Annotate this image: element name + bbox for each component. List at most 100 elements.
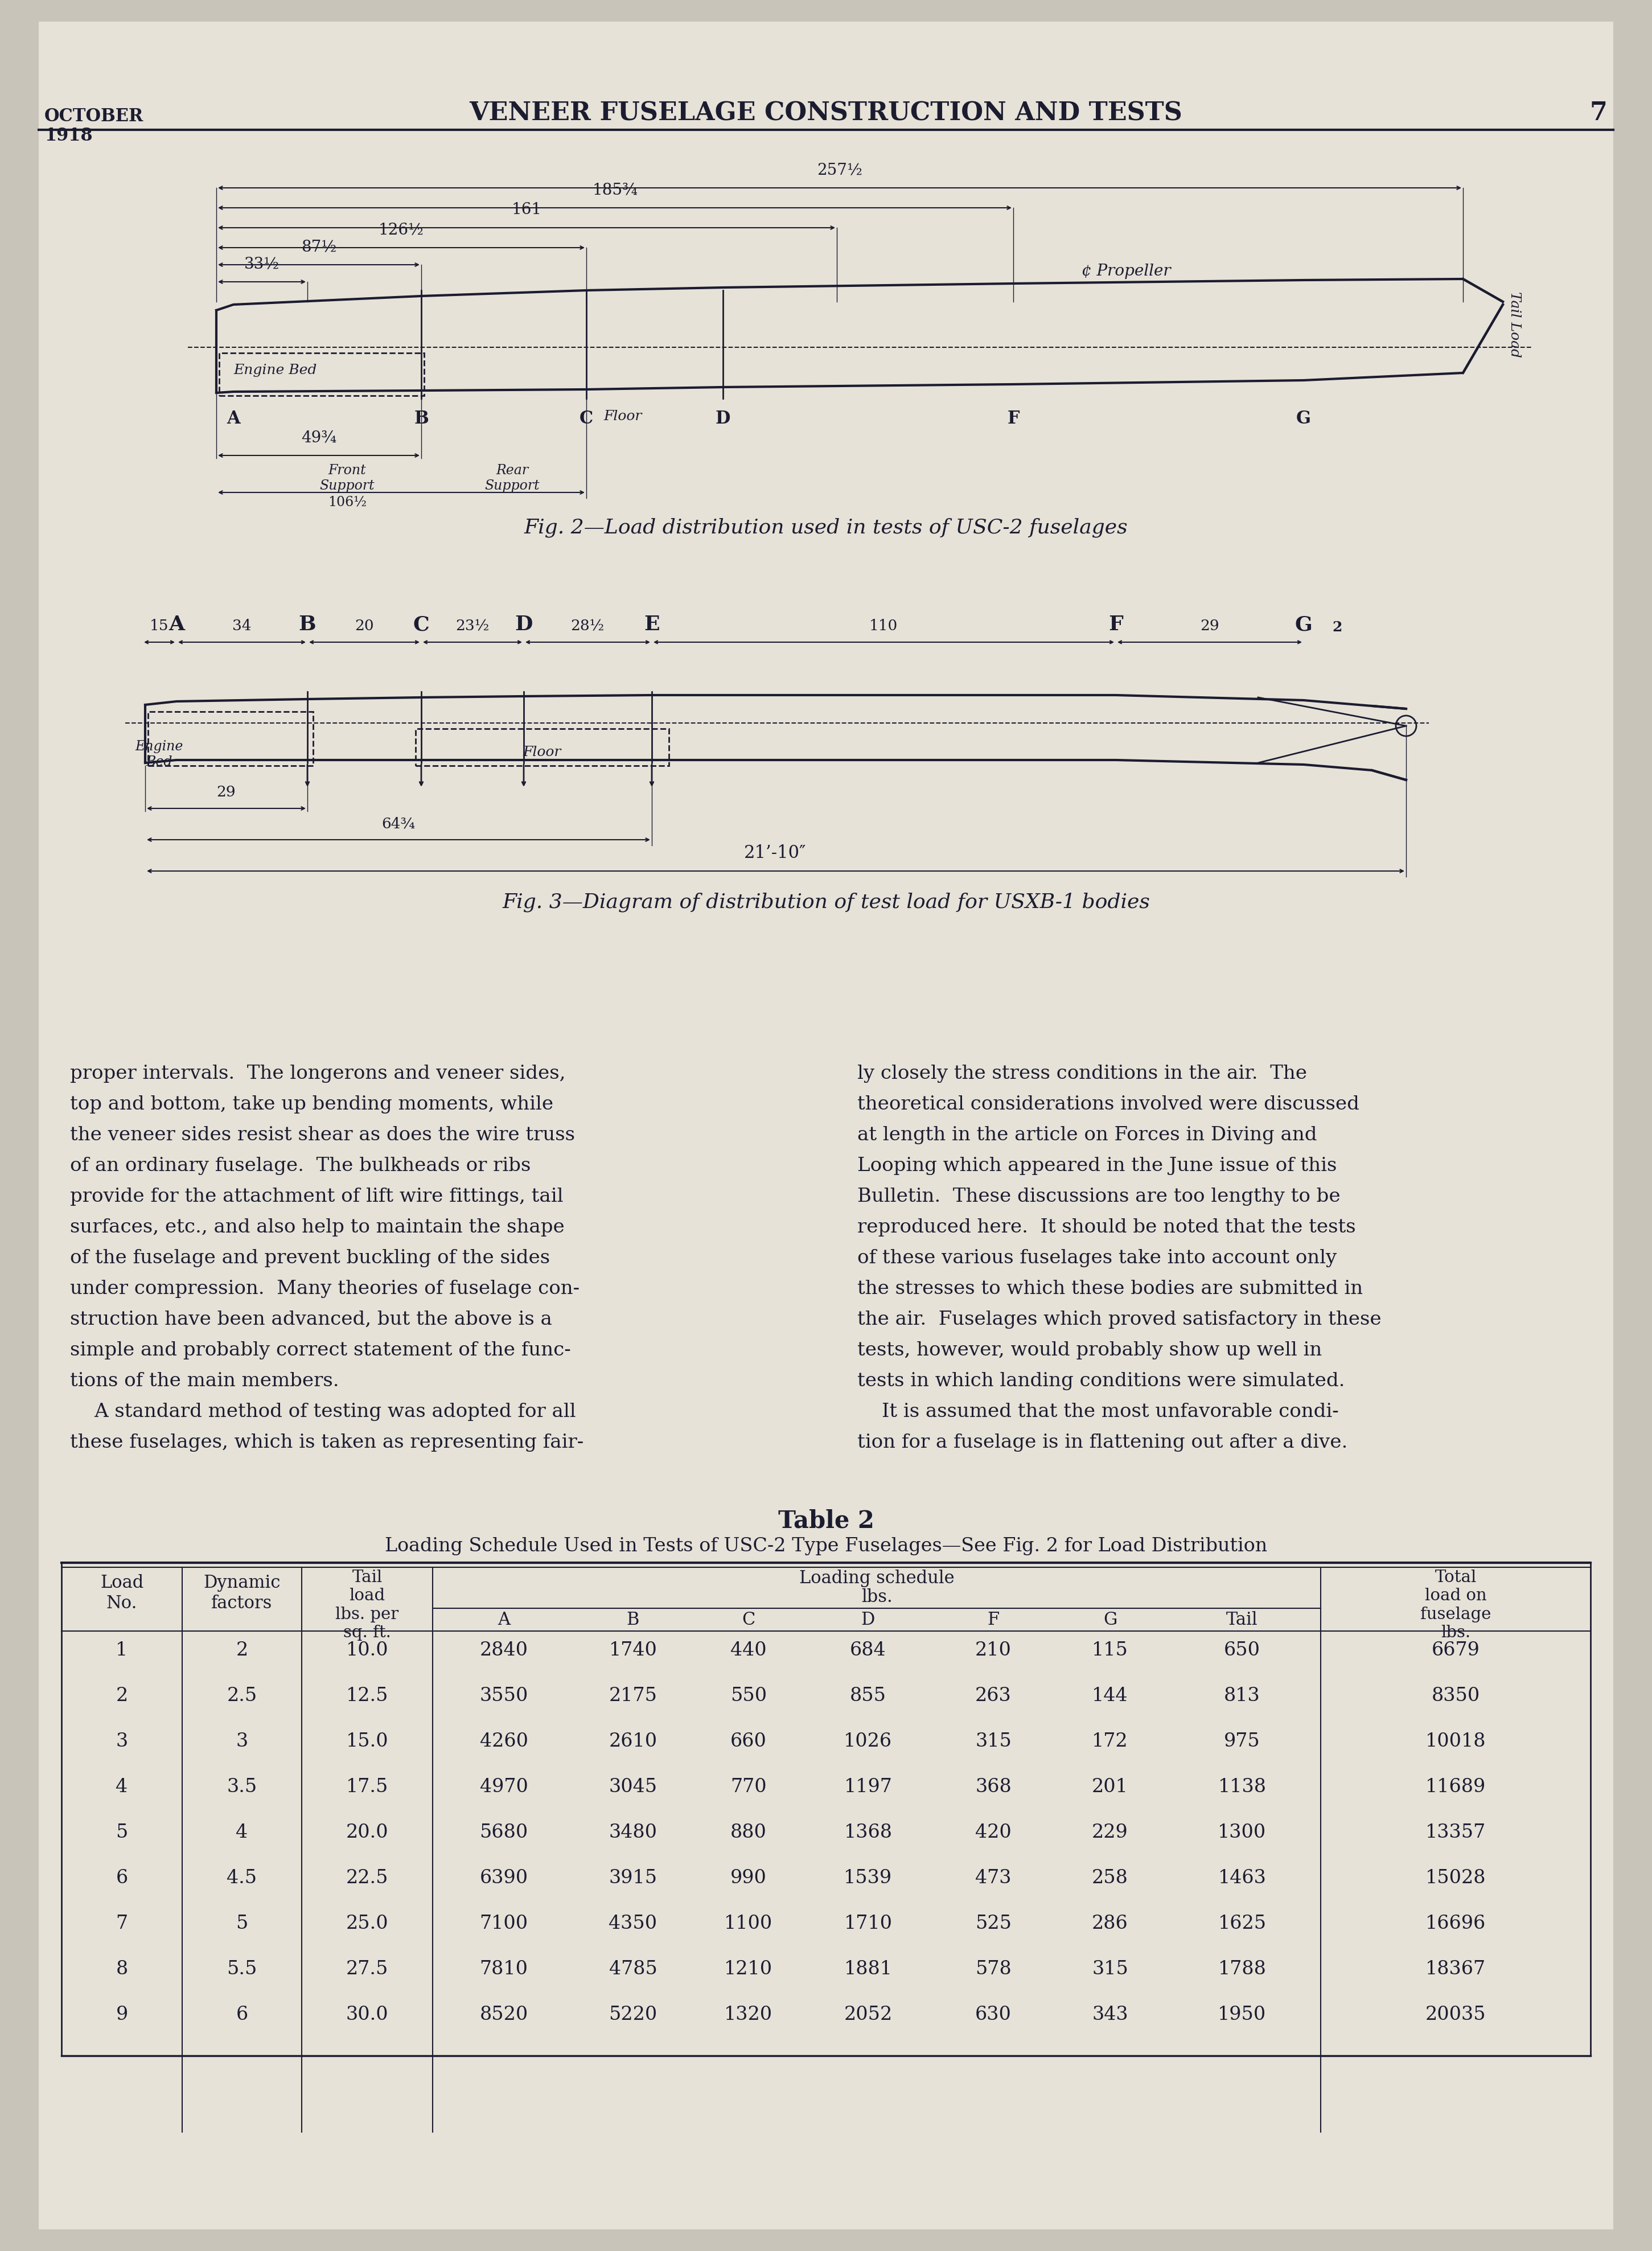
Text: 263: 263	[975, 1686, 1011, 1704]
Text: the veneer sides resist shear as does the wire truss: the veneer sides resist shear as does th…	[69, 1126, 575, 1144]
Text: 21’-10″: 21’-10″	[743, 844, 806, 862]
Text: 1950: 1950	[1218, 2006, 1267, 2024]
Text: 49¾: 49¾	[301, 430, 337, 446]
Text: 1463: 1463	[1218, 1868, 1267, 1886]
Text: 25.0: 25.0	[345, 1916, 388, 1934]
Text: 17.5: 17.5	[345, 1778, 388, 1796]
Text: 6: 6	[236, 2006, 248, 2024]
Text: Rear
Support: Rear Support	[484, 464, 540, 493]
Text: G: G	[1295, 615, 1312, 635]
Text: Floor: Floor	[522, 745, 562, 759]
Text: 990: 990	[730, 1868, 767, 1886]
Text: 525: 525	[975, 1916, 1011, 1934]
Text: 1138: 1138	[1218, 1778, 1267, 1796]
Text: D: D	[861, 1612, 876, 1630]
Text: 258: 258	[1092, 1868, 1128, 1886]
Text: Load
No.: Load No.	[101, 1573, 144, 1612]
Text: F: F	[988, 1612, 999, 1630]
Text: 6390: 6390	[479, 1868, 529, 1886]
Text: 8520: 8520	[479, 2006, 529, 2024]
Text: 684: 684	[851, 1641, 885, 1659]
Text: 18367: 18367	[1426, 1961, 1485, 1979]
Text: 126½: 126½	[378, 223, 425, 236]
Text: 1300: 1300	[1218, 1823, 1267, 1841]
Text: 315: 315	[975, 1733, 1011, 1751]
Text: 15: 15	[150, 619, 169, 633]
Text: A: A	[226, 410, 240, 428]
Text: 1: 1	[116, 1641, 127, 1659]
Text: Fig. 3—Diagram of distribution of test load for USXB-1 bodies: Fig. 3—Diagram of distribution of test l…	[502, 894, 1150, 912]
Text: A standard method of testing was adopted for all: A standard method of testing was adopted…	[69, 1402, 577, 1420]
Text: 1710: 1710	[844, 1916, 892, 1934]
Text: 7: 7	[1589, 101, 1607, 126]
Text: 1881: 1881	[844, 1961, 892, 1979]
Text: 5: 5	[116, 1823, 127, 1841]
Text: 11689: 11689	[1426, 1778, 1485, 1796]
Text: 2840: 2840	[479, 1641, 529, 1659]
Text: 210: 210	[975, 1641, 1011, 1659]
Text: 770: 770	[730, 1778, 767, 1796]
Text: 1320: 1320	[724, 2006, 773, 2024]
Text: A: A	[497, 1612, 510, 1630]
Text: 3045: 3045	[610, 1778, 657, 1796]
Text: OCTOBER: OCTOBER	[45, 108, 144, 126]
Text: 2: 2	[1332, 621, 1341, 635]
Text: 7: 7	[116, 1916, 127, 1934]
Text: ¢ Propeller: ¢ Propeller	[1082, 263, 1171, 279]
Text: 8: 8	[116, 1961, 127, 1979]
Text: F: F	[1108, 615, 1123, 635]
Text: 4785: 4785	[610, 1961, 657, 1979]
Text: Floor: Floor	[603, 410, 641, 423]
Text: 7100: 7100	[479, 1916, 529, 1934]
Text: Tail: Tail	[1226, 1612, 1257, 1630]
Text: 1100: 1100	[724, 1916, 773, 1934]
Text: 16696: 16696	[1426, 1916, 1485, 1934]
Text: provide for the attachment of lift wire fittings, tail: provide for the attachment of lift wire …	[69, 1189, 563, 1207]
Text: B: B	[299, 615, 316, 635]
Text: 110: 110	[869, 619, 897, 633]
Text: 550: 550	[730, 1686, 767, 1704]
Text: 343: 343	[1092, 2006, 1128, 2024]
Text: D: D	[715, 410, 730, 428]
Text: Front
Support: Front Support	[320, 464, 375, 493]
Text: tions of the main members.: tions of the main members.	[69, 1373, 339, 1391]
Text: ly closely the stress conditions in the air.  The: ly closely the stress conditions in the …	[857, 1065, 1307, 1083]
Text: B: B	[626, 1612, 639, 1630]
Text: 5: 5	[236, 1916, 248, 1934]
Text: 440: 440	[730, 1641, 767, 1659]
Text: of the fuselage and prevent buckling of the sides: of the fuselage and prevent buckling of …	[69, 1249, 550, 1267]
Text: 660: 660	[730, 1733, 767, 1751]
Text: 23½: 23½	[456, 619, 489, 633]
Text: 1026: 1026	[844, 1733, 892, 1751]
Text: 30.0: 30.0	[345, 2006, 388, 2024]
Text: of these various fuselages take into account only: of these various fuselages take into acc…	[857, 1249, 1336, 1267]
Text: Engine Bed: Engine Bed	[233, 362, 317, 376]
Text: 144: 144	[1092, 1686, 1128, 1704]
Text: 473: 473	[975, 1868, 1011, 1886]
Text: 3.5: 3.5	[226, 1778, 258, 1796]
Text: 630: 630	[975, 2006, 1011, 2024]
Text: top and bottom, take up bending moments, while: top and bottom, take up bending moments,…	[69, 1096, 553, 1114]
Text: 813: 813	[1224, 1686, 1260, 1704]
Text: 1368: 1368	[844, 1823, 892, 1841]
Text: 201: 201	[1092, 1778, 1128, 1796]
Text: 34: 34	[233, 619, 251, 633]
Text: 161: 161	[512, 203, 542, 218]
Text: 64¾: 64¾	[382, 817, 415, 831]
Text: 650: 650	[1224, 1641, 1260, 1659]
Text: 2052: 2052	[844, 2006, 892, 2024]
Text: simple and probably correct statement of the func-: simple and probably correct statement of…	[69, 1342, 572, 1360]
Text: G: G	[1297, 410, 1312, 428]
Text: Table 2: Table 2	[778, 1508, 874, 1533]
Text: the stresses to which these bodies are submitted in: the stresses to which these bodies are s…	[857, 1281, 1363, 1299]
Text: 15028: 15028	[1426, 1868, 1485, 1886]
Text: 27.5: 27.5	[345, 1961, 388, 1979]
Text: 7810: 7810	[479, 1961, 529, 1979]
Text: 420: 420	[975, 1823, 1011, 1841]
Text: 22.5: 22.5	[345, 1868, 388, 1886]
Text: A: A	[169, 615, 185, 635]
Text: 1539: 1539	[844, 1868, 892, 1886]
Bar	[220, 353, 425, 396]
Text: D: D	[515, 615, 532, 635]
Text: 15.0: 15.0	[345, 1733, 388, 1751]
